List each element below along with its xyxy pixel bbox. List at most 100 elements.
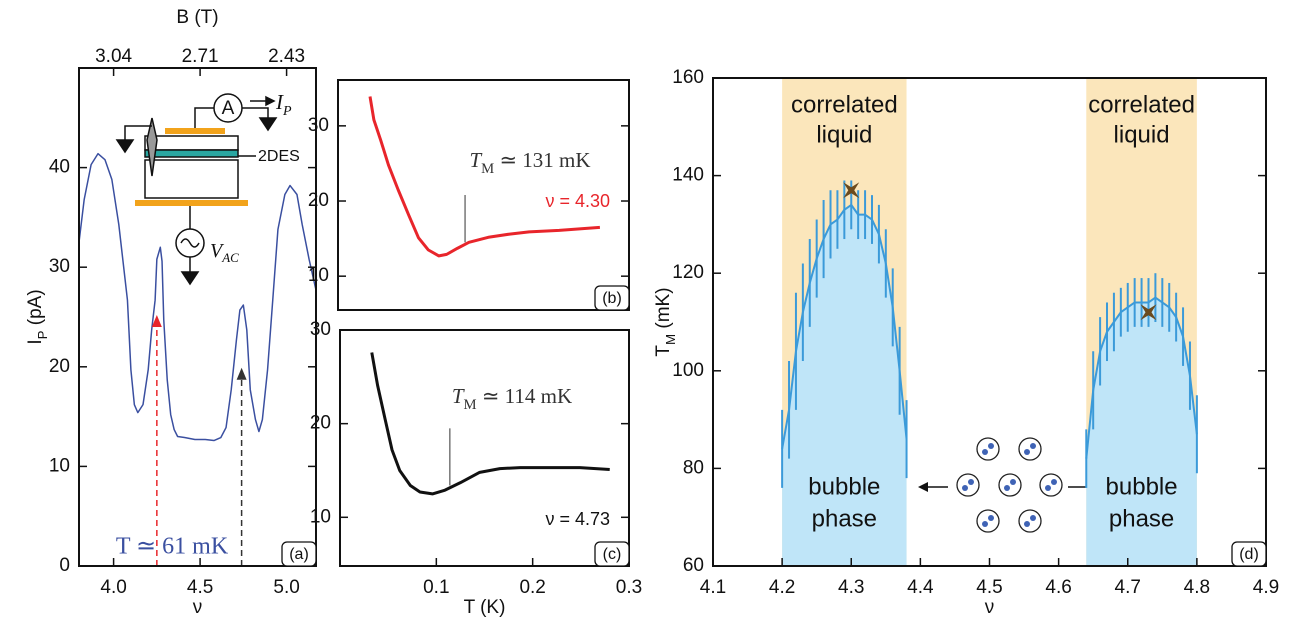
label-sub: AC xyxy=(221,250,239,265)
band-label: liquid xyxy=(816,121,872,148)
x-tick-label: 0.2 xyxy=(519,577,545,598)
y-tick-label: 120 xyxy=(672,262,704,283)
x-tick-label: 4.3 xyxy=(838,577,864,598)
nu-annotation: ν = 4.73 xyxy=(545,509,610,529)
x-axis-label: ν xyxy=(193,597,203,618)
x-tick-label: 4.6 xyxy=(1045,577,1071,598)
phase-label: bubble xyxy=(1106,473,1178,500)
ac-symbol xyxy=(180,238,200,248)
label-part: I xyxy=(275,90,284,114)
label-sub: M xyxy=(464,397,477,413)
band-label: correlated xyxy=(1088,91,1195,118)
bubble-illustration xyxy=(956,437,1063,533)
phase-label: bubble xyxy=(808,473,880,500)
2des-layer xyxy=(144,149,239,158)
y-tick-label: 40 xyxy=(49,157,70,178)
x2-axis-label: B (T) xyxy=(176,7,218,28)
y-tick-label: 30 xyxy=(308,115,329,136)
plot-frame xyxy=(337,79,630,311)
bubble-electrons xyxy=(962,443,1057,527)
arrow-head xyxy=(151,315,162,328)
x-tick-label: 4.0 xyxy=(100,577,126,598)
label-part: (mK) xyxy=(653,287,674,333)
y-tick-label: 20 xyxy=(308,190,329,211)
panel-label-box xyxy=(594,541,630,567)
source-label: VAC xyxy=(210,240,239,266)
x2-tick-label: 3.04 xyxy=(95,46,132,67)
y-tick-label: 10 xyxy=(49,455,70,476)
x-tick-label: 4.5 xyxy=(976,577,1002,598)
panel-label-box xyxy=(594,285,630,311)
ground xyxy=(180,271,200,286)
plot-frame xyxy=(339,329,630,567)
panel-label-box xyxy=(1231,541,1267,567)
data-line xyxy=(370,352,610,496)
star-marker xyxy=(1140,304,1157,321)
y-tick-label: 80 xyxy=(683,457,704,478)
y-tick-label: 30 xyxy=(310,319,331,340)
label-part: (pA) xyxy=(25,289,46,330)
x2-tick-label: 2.71 xyxy=(182,46,219,67)
data-line xyxy=(368,96,601,258)
label-part: T xyxy=(469,148,482,172)
x-tick-label: 4.5 xyxy=(187,577,213,598)
panel: 10 20 30 0.1 0.2 0.3 T (K) (c) ν = 4.73 xyxy=(310,319,642,618)
y-tick-label: 160 xyxy=(672,67,704,88)
phase-area xyxy=(782,204,907,566)
tm-annotation: TM ≃ 131 mK xyxy=(469,148,590,178)
inset-schematic xyxy=(115,93,278,286)
wire xyxy=(124,125,152,140)
wire xyxy=(194,107,214,128)
arrow-head xyxy=(236,367,247,380)
panel: 60 80 100 120 140 160 4.1 4.2 4.3 4.4 4.5 4.6 4.7 4.8… xyxy=(672,67,1279,618)
nu-annotation: ν = 4.30 xyxy=(545,191,610,211)
phase-area xyxy=(1086,297,1197,566)
panel: 10 20 30 (b) ν = 4.30 xyxy=(308,79,630,311)
label-sub: P xyxy=(282,104,292,119)
label-part: V xyxy=(210,240,225,262)
substrate xyxy=(144,135,239,151)
panel-label: (a) xyxy=(289,546,309,563)
ground xyxy=(258,117,278,132)
x-tick-label: 5.0 xyxy=(273,577,299,598)
label-part: T xyxy=(452,384,465,408)
panel-label: (d) xyxy=(1239,546,1259,563)
y-tick-label: 20 xyxy=(49,356,70,377)
x-tick-label: 0.1 xyxy=(423,577,449,598)
wire xyxy=(242,107,269,118)
x-tick-label: 4.8 xyxy=(1184,577,1210,598)
label-part: I xyxy=(25,339,46,344)
x-axis-label: T (K) xyxy=(464,597,506,618)
phase-label: phase xyxy=(812,505,877,532)
plot-frame xyxy=(78,67,317,567)
star-marker xyxy=(843,182,860,199)
label-part: T xyxy=(653,345,674,357)
tm-annotation: TM ≃ 114 mK xyxy=(452,384,572,414)
band-label: liquid xyxy=(1114,121,1170,148)
ammeter-label: A xyxy=(222,98,235,119)
panel-label: (c) xyxy=(603,546,622,563)
label-sub: P xyxy=(35,330,50,339)
substrate xyxy=(144,159,239,199)
temperature-annotation: T ≃ 61 mK xyxy=(116,534,229,560)
y-tick-label: 10 xyxy=(310,506,331,527)
label-part: ≃ 131 mK xyxy=(494,148,590,172)
x-tick-label: 4.1 xyxy=(700,577,726,598)
y-tick-label: 100 xyxy=(672,360,704,381)
data-line xyxy=(781,203,908,450)
contact xyxy=(146,117,158,177)
phase-label: phase xyxy=(1109,505,1174,532)
y-tick-label: 20 xyxy=(310,413,331,434)
x-tick-label: 4.9 xyxy=(1253,577,1279,598)
label-sub: M xyxy=(663,334,678,345)
x-tick-label: 4.7 xyxy=(1115,577,1141,598)
panel-label: (b) xyxy=(602,290,622,307)
current-label: IP xyxy=(275,90,292,119)
top-gate xyxy=(165,128,225,134)
y-tick-label: 140 xyxy=(672,165,704,186)
panel: 0 10 20 30 40 4.0 4.5 5.0 3.04 2.71 2.43 B (T) ν (a) T… xyxy=(49,7,317,618)
x-tick-label: 4.4 xyxy=(907,577,934,598)
y-axis-label: TM (mK) xyxy=(653,287,678,356)
label-sub: M xyxy=(481,161,494,177)
y-tick-label: 30 xyxy=(49,256,70,277)
